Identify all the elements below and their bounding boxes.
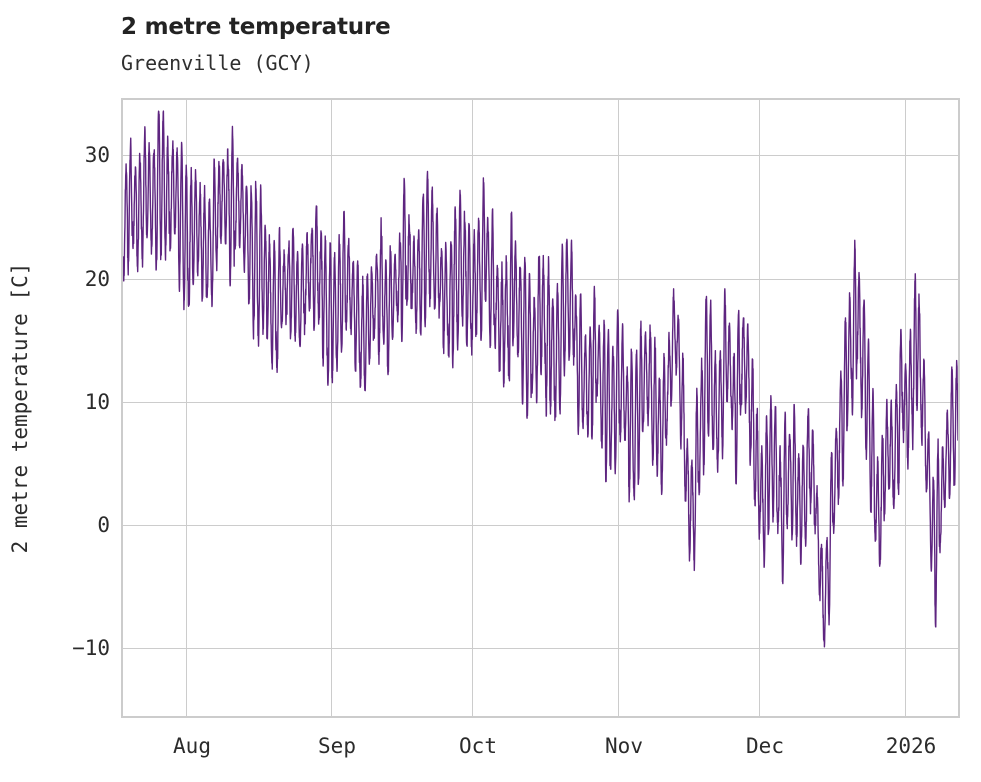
gridline-horizontal-1: [123, 279, 958, 280]
y-tick-label-2: 10: [84, 389, 110, 414]
chart-subtitle: Greenville (GCY): [121, 51, 314, 75]
x-tick-label-3: Nov: [605, 734, 643, 758]
page-title: 2 metre temperature: [121, 14, 391, 40]
temperature-series: [123, 110, 958, 648]
x-tick-label-4: Dec: [746, 734, 784, 758]
gridline-vertical-4: [759, 100, 760, 716]
gridline-vertical-1: [331, 100, 332, 716]
gridline-horizontal-3: [123, 525, 958, 526]
gridline-vertical-0: [186, 100, 187, 716]
y-tick-label-3: 0: [97, 513, 110, 538]
gridline-horizontal-4: [123, 648, 958, 649]
plot-area: [121, 98, 960, 718]
temperature-line-path: [123, 110, 958, 648]
x-tick-label-5: 2026: [885, 734, 937, 758]
gridline-horizontal-0: [123, 155, 958, 156]
gridline-vertical-5: [905, 100, 906, 716]
y-tick-label-4: −10: [72, 636, 110, 661]
x-tick-label-0: Aug: [173, 734, 211, 758]
gridline-horizontal-2: [123, 402, 958, 403]
x-tick-label-1: Sep: [318, 734, 356, 758]
y-tick-label-0: 30: [84, 143, 110, 168]
x-tick-label-2: Oct: [459, 734, 497, 758]
gridline-vertical-2: [472, 100, 473, 716]
y-tick-label-1: 20: [84, 266, 110, 291]
